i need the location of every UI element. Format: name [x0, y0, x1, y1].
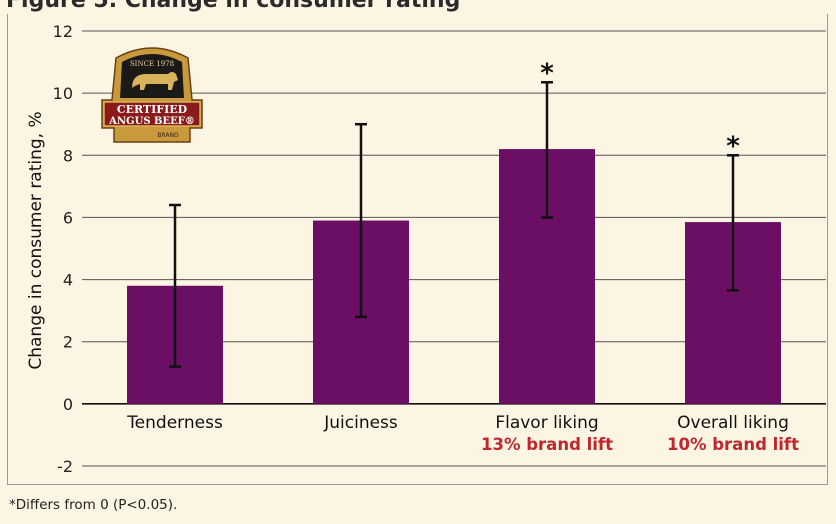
- y-tick-label: 4: [63, 271, 73, 290]
- cow-icon: [132, 72, 178, 90]
- logo-brand-text: BRAND: [157, 132, 179, 139]
- y-axis-label: Change in consumer rating, %: [26, 111, 46, 369]
- logo-banner: [103, 101, 201, 127]
- y-tick-label: 12: [53, 22, 73, 41]
- logo-angus-beef-text: ANGUS BEEF®: [108, 116, 195, 127]
- significance-marker: *: [540, 58, 554, 88]
- chart-frame: [7, 14, 828, 484]
- brand-lift-annotation: 13% brand lift: [481, 435, 613, 454]
- logo-certified-text: CERTIFIED: [117, 103, 188, 116]
- category-label: Overall liking: [677, 413, 789, 433]
- y-tick-label: 0: [63, 395, 73, 414]
- chart-title-strip: Figure 5. Change in consumer rating: [0, 0, 836, 14]
- y-tick-label: 8: [63, 146, 73, 165]
- y-tick-label: 2: [63, 333, 73, 352]
- category-label: Flavor liking: [495, 413, 598, 433]
- footnote-divider: [7, 484, 828, 485]
- y-tick-label: -2: [57, 457, 73, 476]
- chart-title: Figure 5. Change in consumer rating: [6, 0, 461, 13]
- footnote: *Differs from 0 (P<0.05).: [9, 497, 178, 513]
- brand-lift-annotation: 10% brand lift: [667, 435, 799, 454]
- category-label: Tenderness: [126, 413, 223, 433]
- y-tick-label: 10: [53, 84, 73, 103]
- category-label: Juiciness: [323, 413, 398, 433]
- significance-marker: *: [726, 131, 740, 161]
- y-tick-label: 6: [63, 208, 73, 227]
- logo-since-text: SINCE 1978: [130, 60, 174, 68]
